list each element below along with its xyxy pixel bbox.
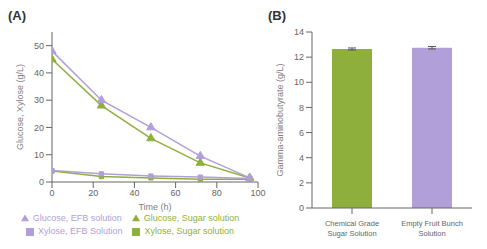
html-text:Xylose, Sugar solution: Xylose, Sugar solution (144, 226, 234, 236)
svg-text:Gamma-aminobutyrate (g/L): Gamma-aminobutyrate (g/L) (275, 63, 285, 176)
svg-text:Chemical GradeSugar Solution: Chemical GradeSugar Solution (325, 219, 379, 238)
svg-text:0: 0 (299, 203, 304, 213)
svg-text:12: 12 (294, 52, 304, 62)
svg-text:40: 40 (129, 188, 139, 198)
svg-text:6: 6 (299, 128, 304, 138)
html-text:Glucose, Sugar solution: Glucose, Sugar solution (143, 213, 240, 223)
html-text:(A): (A) (8, 8, 26, 23)
svg-text:Empty Fruit BunchSolution: Empty Fruit BunchSolution (401, 219, 463, 238)
svg-text:20: 20 (88, 188, 98, 198)
svg-text:Glucose, Xylose (g/L): Glucose, Xylose (g/L) (15, 64, 25, 150)
html-text:(B): (B) (268, 8, 286, 23)
svg-text:8: 8 (299, 103, 304, 113)
svg-text:100: 100 (250, 188, 265, 198)
svg-text:0: 0 (49, 188, 54, 198)
svg-text:4: 4 (299, 153, 304, 163)
svg-text:2: 2 (299, 178, 304, 188)
html-text:Glucose, EFB solution: Glucose, EFB solution (32, 213, 122, 223)
svg-text:Time (h): Time (h) (138, 202, 171, 212)
svg-text:80: 80 (212, 188, 222, 198)
svg-text:0: 0 (39, 177, 44, 187)
svg-text:10: 10 (294, 77, 304, 87)
svg-text:60: 60 (171, 188, 181, 198)
svg-text:10: 10 (34, 150, 44, 160)
svg-text:14: 14 (294, 27, 304, 37)
svg-text:20: 20 (34, 123, 44, 133)
svg-text:50: 50 (34, 41, 44, 51)
html-text:Xylose, EFB Solution: Xylose, EFB Solution (37, 226, 123, 236)
svg-text:30: 30 (34, 95, 44, 105)
svg-text:40: 40 (34, 68, 44, 78)
